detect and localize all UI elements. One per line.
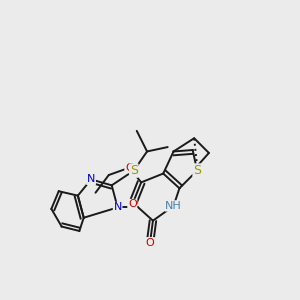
Text: O: O xyxy=(125,163,134,173)
Text: O: O xyxy=(128,200,137,209)
Text: N: N xyxy=(87,174,95,184)
Text: S: S xyxy=(193,164,201,177)
Text: NH: NH xyxy=(165,201,182,211)
Text: N: N xyxy=(113,202,122,212)
Text: S: S xyxy=(130,164,138,177)
Text: O: O xyxy=(146,238,154,248)
